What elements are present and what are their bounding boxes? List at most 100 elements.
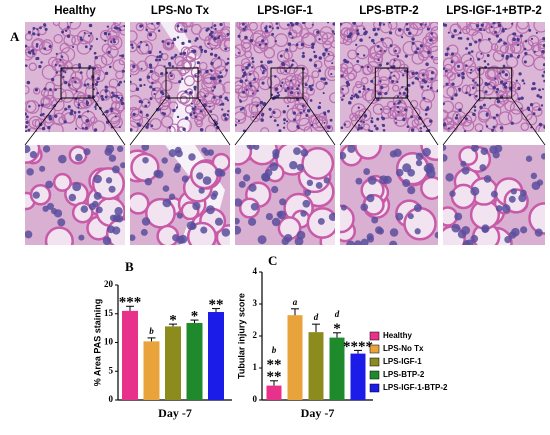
nucleus (55, 71, 59, 74)
tubule (533, 22, 545, 33)
tubule (352, 63, 362, 73)
tubule (533, 56, 545, 71)
nucleus (430, 32, 434, 35)
nucleus (543, 70, 545, 74)
nucleus (225, 62, 228, 66)
column-label: LPS-No Tx (151, 5, 210, 17)
nucleus (241, 22, 245, 26)
tubule (44, 226, 74, 245)
nucleus (352, 95, 356, 98)
nucleus (411, 37, 415, 41)
nucleus (362, 85, 366, 88)
nucleus (471, 79, 475, 82)
y-tick-label: 10 (104, 337, 114, 347)
nucleus (424, 23, 427, 26)
nucleus (388, 31, 393, 35)
nucleus (345, 80, 350, 85)
tubule (235, 111, 247, 124)
nucleus (60, 55, 64, 58)
nucleus (203, 103, 207, 107)
nucleus (145, 113, 149, 117)
nucleus (162, 112, 166, 116)
significance-label: a (293, 297, 298, 307)
nucleus (114, 206, 123, 216)
nucleus (222, 113, 227, 117)
tubule (411, 51, 425, 65)
nucleus (410, 128, 415, 132)
nucleus (96, 206, 103, 214)
legend-label: LPS-IGF-1 (383, 357, 422, 366)
nucleus (454, 212, 463, 221)
tubule (219, 38, 230, 52)
tubule (276, 65, 285, 75)
nucleus (329, 118, 333, 122)
nucleus (419, 127, 423, 130)
tubule (301, 92, 310, 101)
nucleus (518, 194, 527, 203)
tubule (462, 119, 475, 132)
nucleus (175, 106, 178, 109)
legend-swatch (369, 331, 380, 341)
tubule (25, 85, 30, 95)
nucleus (209, 69, 212, 72)
tubule (394, 27, 404, 37)
tubule (325, 124, 334, 132)
tubule (130, 106, 140, 118)
nucleus (110, 96, 113, 99)
nucleus (200, 51, 203, 54)
tubule (146, 31, 157, 42)
nucleus (443, 123, 447, 127)
tubule (130, 120, 139, 132)
nucleus (105, 177, 113, 184)
nucleus (425, 62, 429, 67)
nucleus (132, 112, 136, 117)
nucleus (367, 87, 370, 91)
nucleus (301, 54, 305, 59)
tubule (347, 72, 356, 81)
nucleus (244, 79, 248, 82)
nucleus (104, 95, 108, 99)
nucleus (377, 227, 385, 235)
nucleus (324, 48, 328, 52)
tubule (525, 113, 538, 126)
nucleus (188, 153, 196, 161)
nucleus (251, 60, 255, 64)
nucleus (509, 53, 513, 58)
nucleus (173, 166, 181, 173)
nucleus (268, 86, 271, 89)
nucleus (281, 81, 284, 84)
nucleus (39, 26, 42, 30)
tubule (235, 84, 243, 94)
nucleus (378, 63, 382, 67)
nucleus (241, 68, 245, 72)
significance-label: *** (119, 295, 142, 311)
nucleus (58, 64, 61, 67)
nucleus (450, 96, 454, 101)
tubule (505, 44, 516, 55)
tubule (260, 22, 274, 34)
tubule (279, 63, 291, 76)
tubule (420, 176, 438, 200)
nucleus (370, 38, 375, 43)
nucleus (377, 92, 380, 95)
nucleus (349, 32, 353, 36)
nucleus (474, 81, 477, 84)
nucleus (407, 83, 411, 87)
nucleus (502, 64, 506, 68)
tubule (222, 81, 230, 94)
nucleus (94, 82, 98, 86)
nucleus (212, 76, 216, 81)
nucleus (108, 65, 112, 69)
column-label: LPS-BTP-2 (359, 5, 418, 17)
nucleus (370, 79, 374, 83)
nucleus (340, 204, 347, 211)
high-mag (130, 145, 230, 245)
nucleus (192, 111, 196, 115)
tubule (464, 111, 477, 124)
nucleus (103, 31, 108, 36)
column-label: LPS-IGF-1+BTP-2 (446, 5, 542, 17)
nucleus (152, 87, 156, 92)
nucleus (300, 42, 305, 47)
low-mag (25, 22, 125, 132)
nucleus (192, 49, 197, 54)
